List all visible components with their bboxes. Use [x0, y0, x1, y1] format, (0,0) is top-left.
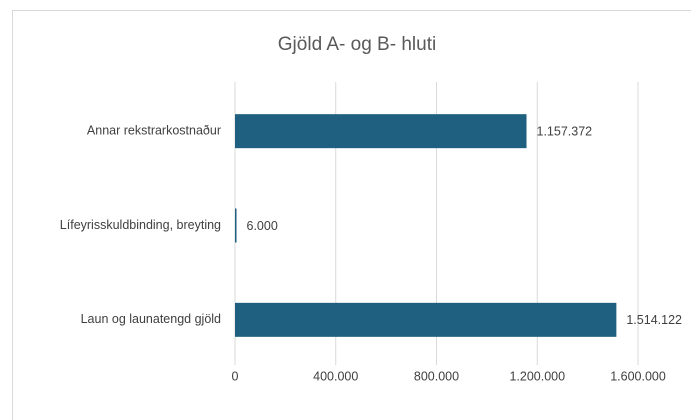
- chart-title: Gjöld A- og B- hluti: [278, 34, 436, 55]
- bar: [235, 208, 237, 243]
- y-tick-label: Lífeyrisskuldbinding, breyting: [60, 218, 221, 232]
- bar: [235, 114, 527, 149]
- y-tick-label: Laun og launatengd gjöld: [81, 312, 221, 326]
- bar: [235, 302, 617, 337]
- y-tick-label: Annar rekstrarkostnaður: [87, 123, 221, 137]
- chart-border: [12, 10, 691, 420]
- x-tick-label: 1.200.000: [509, 369, 565, 383]
- value-label: 1.514.122: [626, 313, 682, 327]
- value-label: 6.000: [247, 219, 278, 233]
- value-label: 1.157.372: [537, 124, 593, 138]
- x-tick-label: 800.000: [414, 369, 459, 383]
- x-tick-label: 0: [232, 369, 239, 383]
- x-tick-label: 400.000: [313, 369, 358, 383]
- x-tick-label: 1.600.000: [610, 369, 666, 383]
